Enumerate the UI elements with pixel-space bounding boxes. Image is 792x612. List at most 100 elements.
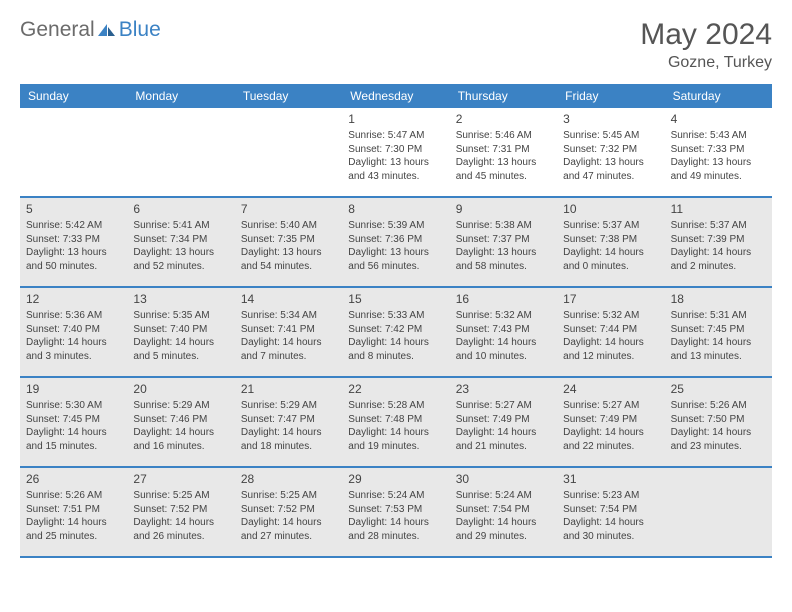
day-number: 14 <box>241 292 336 306</box>
day-info-line: Daylight: 14 hours <box>456 336 551 350</box>
calendar: Sunday Monday Tuesday Wednesday Thursday… <box>20 84 772 558</box>
day-info-line: Sunset: 7:33 PM <box>671 143 766 157</box>
day-info-line: Sunset: 7:45 PM <box>671 323 766 337</box>
day-info-line: Sunset: 7:39 PM <box>671 233 766 247</box>
day-cell: 1Sunrise: 5:47 AMSunset: 7:30 PMDaylight… <box>342 108 449 196</box>
day-info-line: and 15 minutes. <box>26 440 121 454</box>
day-cell <box>127 108 234 196</box>
day-info-line: Daylight: 14 hours <box>671 426 766 440</box>
day-info-line: and 50 minutes. <box>26 260 121 274</box>
day-info-line: Sunrise: 5:27 AM <box>563 399 658 413</box>
day-info-line: Daylight: 14 hours <box>456 516 551 530</box>
day-info-line: Sunrise: 5:30 AM <box>26 399 121 413</box>
day-number: 23 <box>456 382 551 396</box>
day-info-line: and 58 minutes. <box>456 260 551 274</box>
day-info-line: Sunset: 7:54 PM <box>563 503 658 517</box>
weekday-wednesday: Wednesday <box>342 84 449 108</box>
day-info-line: Daylight: 14 hours <box>348 426 443 440</box>
day-info-line: Daylight: 14 hours <box>348 336 443 350</box>
day-info-line: Sunset: 7:50 PM <box>671 413 766 427</box>
week-row: 5Sunrise: 5:42 AMSunset: 7:33 PMDaylight… <box>20 198 772 288</box>
day-info-line: Sunrise: 5:32 AM <box>456 309 551 323</box>
day-cell: 2Sunrise: 5:46 AMSunset: 7:31 PMDaylight… <box>450 108 557 196</box>
day-info-line: Sunset: 7:44 PM <box>563 323 658 337</box>
day-cell: 22Sunrise: 5:28 AMSunset: 7:48 PMDayligh… <box>342 378 449 466</box>
day-info-line: Sunrise: 5:47 AM <box>348 129 443 143</box>
day-cell: 25Sunrise: 5:26 AMSunset: 7:50 PMDayligh… <box>665 378 772 466</box>
day-info-line: and 21 minutes. <box>456 440 551 454</box>
day-info-line: Daylight: 14 hours <box>563 426 658 440</box>
day-cell: 15Sunrise: 5:33 AMSunset: 7:42 PMDayligh… <box>342 288 449 376</box>
day-info-line: Sunset: 7:49 PM <box>563 413 658 427</box>
day-info-line: Sunrise: 5:46 AM <box>456 129 551 143</box>
day-number: 7 <box>241 202 336 216</box>
day-number: 21 <box>241 382 336 396</box>
day-info-line: and 10 minutes. <box>456 350 551 364</box>
day-info-line: Daylight: 13 hours <box>456 156 551 170</box>
day-number: 25 <box>671 382 766 396</box>
week-row: 1Sunrise: 5:47 AMSunset: 7:30 PMDaylight… <box>20 108 772 198</box>
calendar-page: General Blue May 2024 Gozne, Turkey Sund… <box>0 0 792 568</box>
day-info-line: and 5 minutes. <box>133 350 228 364</box>
day-info-line: Sunrise: 5:29 AM <box>241 399 336 413</box>
day-cell: 9Sunrise: 5:38 AMSunset: 7:37 PMDaylight… <box>450 198 557 286</box>
day-info-line: Sunrise: 5:23 AM <box>563 489 658 503</box>
day-info-line: Sunrise: 5:25 AM <box>133 489 228 503</box>
day-number: 1 <box>348 112 443 126</box>
day-info-line: Daylight: 13 hours <box>456 246 551 260</box>
day-info-line: Sunrise: 5:29 AM <box>133 399 228 413</box>
day-info-line: and 16 minutes. <box>133 440 228 454</box>
day-number: 31 <box>563 472 658 486</box>
day-info-line: Sunset: 7:53 PM <box>348 503 443 517</box>
day-info-line: Sunrise: 5:37 AM <box>563 219 658 233</box>
day-info-line: Sunset: 7:51 PM <box>26 503 121 517</box>
day-info-line: Sunrise: 5:34 AM <box>241 309 336 323</box>
day-cell: 3Sunrise: 5:45 AMSunset: 7:32 PMDaylight… <box>557 108 664 196</box>
day-number: 12 <box>26 292 121 306</box>
weekday-sunday: Sunday <box>20 84 127 108</box>
day-info-line: and 26 minutes. <box>133 530 228 544</box>
day-info-line: Sunrise: 5:24 AM <box>348 489 443 503</box>
day-info-line: Sunset: 7:43 PM <box>456 323 551 337</box>
day-number: 27 <box>133 472 228 486</box>
day-info-line: Daylight: 14 hours <box>671 336 766 350</box>
day-cell: 28Sunrise: 5:25 AMSunset: 7:52 PMDayligh… <box>235 468 342 556</box>
day-info-line: and 52 minutes. <box>133 260 228 274</box>
day-number: 30 <box>456 472 551 486</box>
day-info-line: Sunset: 7:31 PM <box>456 143 551 157</box>
day-info-line: Daylight: 14 hours <box>133 516 228 530</box>
day-cell: 20Sunrise: 5:29 AMSunset: 7:46 PMDayligh… <box>127 378 234 466</box>
day-info-line: and 25 minutes. <box>26 530 121 544</box>
day-info-line: Sunset: 7:38 PM <box>563 233 658 247</box>
day-number: 24 <box>563 382 658 396</box>
day-info-line: and 43 minutes. <box>348 170 443 184</box>
logo: General Blue <box>20 18 161 42</box>
day-info-line: and 7 minutes. <box>241 350 336 364</box>
day-number: 20 <box>133 382 228 396</box>
day-info-line: Sunset: 7:40 PM <box>26 323 121 337</box>
weekday-saturday: Saturday <box>665 84 772 108</box>
day-cell: 4Sunrise: 5:43 AMSunset: 7:33 PMDaylight… <box>665 108 772 196</box>
header: General Blue May 2024 Gozne, Turkey <box>20 18 772 72</box>
logo-sail-icon <box>97 22 117 38</box>
day-info-line: Daylight: 14 hours <box>563 246 658 260</box>
day-info-line: Daylight: 14 hours <box>26 426 121 440</box>
day-info-line: Sunset: 7:49 PM <box>456 413 551 427</box>
day-info-line: Sunrise: 5:27 AM <box>456 399 551 413</box>
day-info-line: and 8 minutes. <box>348 350 443 364</box>
day-info-line: Sunrise: 5:43 AM <box>671 129 766 143</box>
day-cell: 18Sunrise: 5:31 AMSunset: 7:45 PMDayligh… <box>665 288 772 376</box>
day-number: 15 <box>348 292 443 306</box>
day-info-line: Daylight: 14 hours <box>456 426 551 440</box>
day-info-line: Daylight: 13 hours <box>563 156 658 170</box>
weeks-container: 1Sunrise: 5:47 AMSunset: 7:30 PMDaylight… <box>20 108 772 558</box>
day-info-line: Sunrise: 5:31 AM <box>671 309 766 323</box>
day-info-line: Sunset: 7:47 PM <box>241 413 336 427</box>
weekday-monday: Monday <box>127 84 234 108</box>
day-number: 26 <box>26 472 121 486</box>
day-info-line: Sunrise: 5:38 AM <box>456 219 551 233</box>
title-block: May 2024 Gozne, Turkey <box>640 18 772 72</box>
day-info-line: Sunrise: 5:28 AM <box>348 399 443 413</box>
day-info-line: Sunrise: 5:41 AM <box>133 219 228 233</box>
day-info-line: and 18 minutes. <box>241 440 336 454</box>
